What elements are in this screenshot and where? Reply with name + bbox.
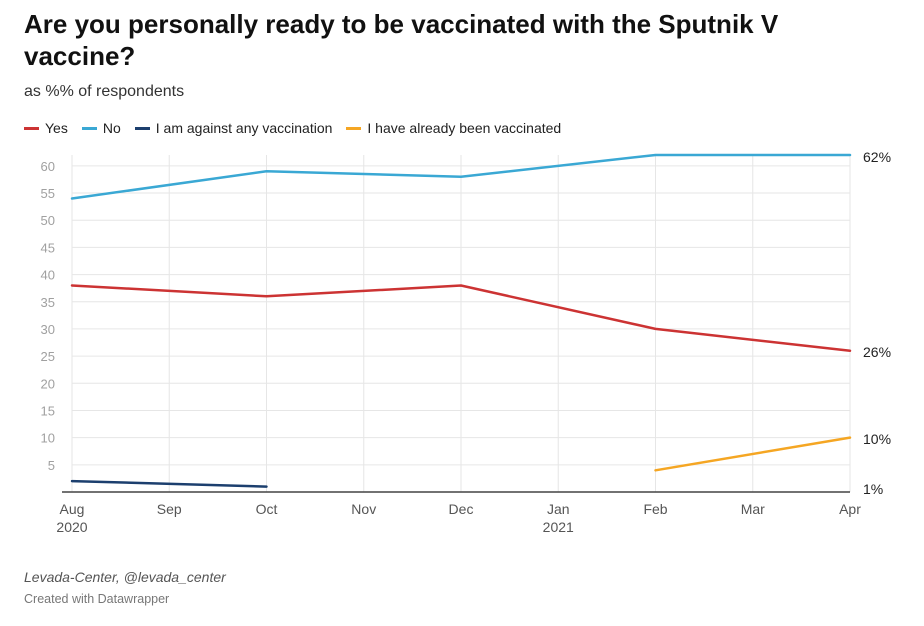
x-tick-label-0: Aug — [60, 501, 85, 517]
chart-subtitle: as %% of respondents — [24, 83, 185, 100]
y-tick-label-40: 40 — [41, 268, 55, 283]
legend-label-vaccinated: I have already been vaccinated — [367, 120, 562, 136]
chart-title: Are you personally ready to be vaccinate… — [24, 9, 779, 71]
legend-swatch-against — [134, 126, 150, 130]
legend-swatch-yes — [24, 126, 39, 130]
y-tick-label-5: 5 — [48, 458, 55, 473]
y-tick-label-20: 20 — [41, 376, 55, 391]
x-tick-label-4: Dec — [449, 501, 474, 517]
legend-swatch-vaccinated — [346, 126, 362, 130]
y-tick-label-50: 50 — [41, 213, 55, 228]
x-tick-label-2: Oct — [256, 501, 278, 517]
y-tick-label-60: 60 — [41, 159, 55, 174]
x-tick-label-1: Sep — [157, 501, 182, 517]
x-tick-sublabel-0: 2020 — [56, 519, 87, 535]
x-tick-sublabel-5: 2021 — [543, 519, 574, 535]
legend-label-against: I am against any vaccination — [155, 120, 333, 136]
series-line-no — [70, 153, 852, 200]
legend-label-yes: Yes — [45, 120, 68, 136]
y-tick-label-45: 45 — [41, 240, 55, 255]
y-tick-label-35: 35 — [41, 295, 55, 310]
y-tick-label-15: 15 — [41, 403, 55, 418]
y-tick-label-55: 55 — [41, 186, 55, 201]
x-tick-label-8: Apr — [839, 501, 861, 517]
end-label-yes: 26% — [863, 344, 891, 360]
line-chart: 5 10 15 20 25 30 35 40 45 50 55 60 Aug 2020 Sep Oct Nov D… — [41, 149, 892, 535]
series-line-against — [70, 479, 268, 488]
x-tick-label-7: Mar — [741, 501, 765, 517]
y-tick-label-10: 10 — [41, 431, 55, 446]
chart-credit: Created with Datawrapper — [24, 592, 170, 606]
series-line-yes — [70, 284, 852, 352]
legend-swatch-no — [81, 126, 97, 130]
legend-label-no: No — [102, 120, 121, 136]
y-tick-label-30: 30 — [41, 322, 55, 337]
end-label-against: 1% — [863, 481, 883, 497]
y-tick-label-25: 25 — [41, 349, 55, 364]
legend-item-no: No — [81, 120, 121, 136]
series-line-vaccinated — [654, 436, 852, 472]
legend-item-against: I am against any vaccination — [134, 120, 333, 136]
legend-item-vaccinated: I have already been vaccinated — [346, 120, 561, 136]
x-tick-label-3: Nov — [351, 501, 376, 517]
x-tick-label-6: Feb — [643, 501, 667, 517]
legend-item-yes: Yes — [24, 120, 68, 136]
chart-source: Levada-Center, @levada_center — [24, 569, 226, 585]
end-label-no: 62% — [863, 149, 891, 165]
end-label-vaccinated: 10% — [863, 431, 891, 447]
chart-legend: Yes No I am against any vaccination I ha… — [24, 120, 575, 136]
x-tick-label-5: Jan — [547, 501, 570, 517]
